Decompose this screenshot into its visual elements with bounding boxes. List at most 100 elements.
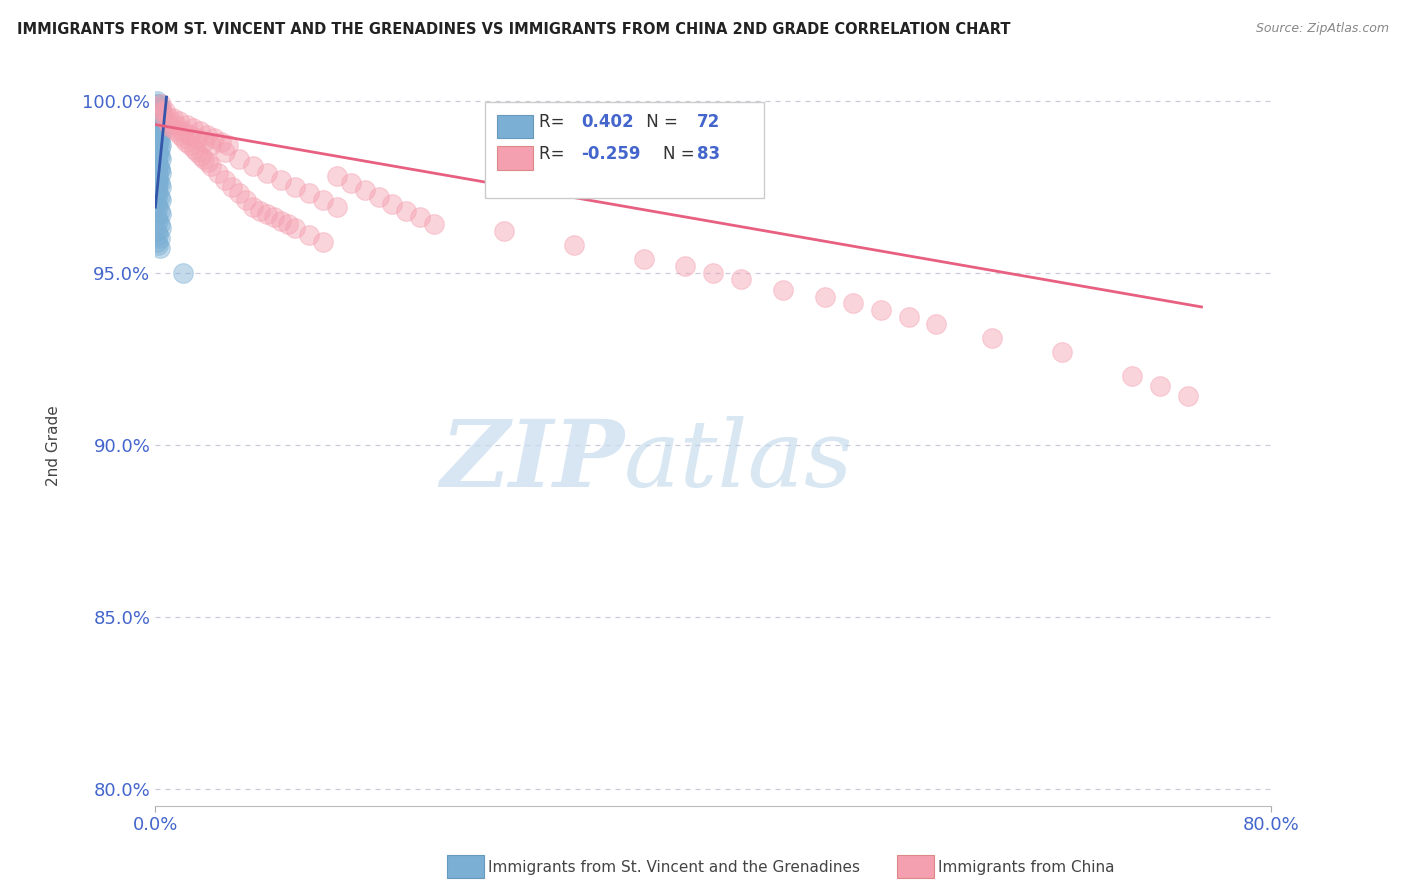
Text: 0.402: 0.402 (582, 113, 634, 131)
Text: IMMIGRANTS FROM ST. VINCENT AND THE GRENADINES VS IMMIGRANTS FROM CHINA 2ND GRAD: IMMIGRANTS FROM ST. VINCENT AND THE GREN… (17, 22, 1011, 37)
Point (207, 166, 229, 180)
Point (172, 124, 194, 138)
Point (730, 272, 752, 286)
Point (160, 121, 183, 136)
Point (1121, 368, 1143, 383)
Point (145, 100, 167, 114)
Point (981, 331, 1004, 345)
Point (162, 111, 184, 125)
Point (188, 124, 211, 138)
Point (145, 114, 167, 128)
Point (1050, 344, 1073, 359)
Point (149, 179, 172, 194)
Point (145, 169, 167, 184)
Point (409, 211, 432, 225)
Point (149, 97, 172, 112)
Point (325, 169, 347, 184)
Point (149, 194, 172, 208)
Point (148, 203, 170, 218)
Text: R=: R= (540, 113, 569, 131)
Point (195, 128, 218, 142)
Point (176, 118, 198, 132)
Point (146, 103, 169, 118)
Point (145, 166, 167, 180)
Text: R=: R= (540, 145, 569, 162)
Point (153, 103, 176, 118)
Point (148, 148, 170, 162)
Point (249, 203, 271, 218)
Point (165, 124, 187, 138)
Point (146, 148, 169, 162)
Point (157, 111, 180, 125)
Point (325, 200, 347, 214)
Point (193, 135, 215, 149)
Point (148, 100, 170, 114)
Point (145, 190, 167, 204)
Point (1149, 379, 1171, 393)
Point (146, 135, 169, 149)
Point (146, 238, 169, 252)
Point (673, 259, 696, 273)
Point (149, 121, 172, 136)
Point (146, 214, 169, 228)
Point (155, 114, 177, 128)
Text: atlas: atlas (624, 417, 853, 507)
Point (145, 152, 167, 166)
Point (179, 128, 201, 142)
Point (145, 179, 167, 194)
Point (146, 227, 169, 242)
Point (146, 145, 169, 160)
Point (242, 159, 264, 173)
Point (1177, 389, 1199, 403)
Point (150, 103, 173, 118)
Point (284, 220, 307, 235)
Point (381, 196, 404, 211)
Point (149, 207, 172, 221)
Point (197, 155, 219, 169)
Point (312, 235, 335, 249)
Text: Source: ZipAtlas.com: Source: ZipAtlas.com (1256, 22, 1389, 36)
Text: Immigrants from China: Immigrants from China (938, 860, 1115, 874)
Point (174, 135, 197, 149)
Point (146, 176, 169, 190)
Point (145, 138, 167, 153)
Point (146, 172, 169, 186)
Text: 83: 83 (696, 145, 720, 162)
Point (367, 190, 389, 204)
Point (298, 227, 321, 242)
Point (146, 121, 169, 136)
Point (146, 169, 169, 184)
Point (209, 135, 232, 149)
Point (897, 310, 920, 325)
Point (284, 179, 307, 194)
Point (146, 186, 169, 201)
Point (183, 142, 205, 156)
Point (562, 238, 585, 252)
Point (145, 155, 167, 169)
FancyBboxPatch shape (496, 146, 533, 169)
Point (165, 118, 187, 132)
Point (814, 290, 837, 304)
Point (149, 166, 172, 180)
Point (148, 135, 170, 149)
Point (214, 145, 236, 160)
Point (270, 172, 292, 186)
Point (200, 159, 222, 173)
Point (242, 200, 264, 214)
Point (145, 211, 167, 225)
Point (172, 266, 194, 280)
FancyBboxPatch shape (485, 103, 763, 197)
Point (395, 203, 418, 218)
Point (217, 138, 239, 153)
Point (146, 145, 169, 160)
Text: 72: 72 (696, 113, 720, 131)
Point (149, 220, 172, 235)
Point (145, 142, 167, 156)
Point (494, 224, 516, 238)
Point (157, 118, 180, 132)
Point (146, 124, 169, 138)
Point (339, 176, 361, 190)
Point (179, 138, 201, 153)
Point (298, 186, 321, 201)
Point (228, 152, 250, 166)
